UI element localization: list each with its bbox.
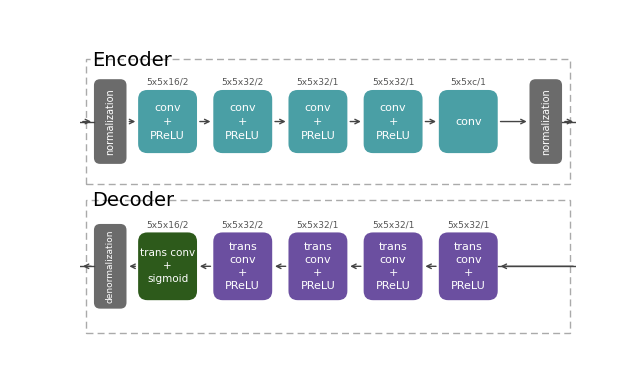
FancyBboxPatch shape — [213, 232, 272, 300]
FancyBboxPatch shape — [289, 90, 348, 153]
FancyBboxPatch shape — [364, 232, 422, 300]
Text: 5x5x32/2: 5x5x32/2 — [221, 78, 264, 87]
Text: normalization: normalization — [105, 88, 115, 155]
Text: trans
conv
+
PReLU: trans conv + PReLU — [225, 242, 260, 291]
Bar — [86, 200, 570, 333]
FancyBboxPatch shape — [138, 90, 197, 153]
Text: 5x5xc/1: 5x5xc/1 — [451, 78, 486, 87]
Text: trans conv
+
sigmoid: trans conv + sigmoid — [140, 248, 195, 285]
Text: 5x5x32/1: 5x5x32/1 — [372, 78, 414, 87]
FancyBboxPatch shape — [138, 232, 197, 300]
FancyBboxPatch shape — [94, 224, 127, 309]
Text: 5x5x32/1: 5x5x32/1 — [297, 220, 339, 229]
Text: 5x5x32/1: 5x5x32/1 — [372, 220, 414, 229]
Text: conv
+
PReLU: conv + PReLU — [376, 103, 410, 141]
Text: denormalization: denormalization — [106, 230, 115, 303]
Text: trans
conv
+
PReLU: trans conv + PReLU — [301, 242, 335, 291]
Text: 5x5x32/1: 5x5x32/1 — [447, 220, 490, 229]
FancyBboxPatch shape — [213, 90, 272, 153]
FancyBboxPatch shape — [439, 90, 498, 153]
FancyBboxPatch shape — [289, 232, 348, 300]
Text: normalization: normalization — [541, 88, 551, 155]
Text: conv
+
PReLU: conv + PReLU — [225, 103, 260, 141]
Text: 5x5x32/1: 5x5x32/1 — [297, 78, 339, 87]
Text: 5x5x16/2: 5x5x16/2 — [147, 78, 189, 87]
Text: Encoder: Encoder — [92, 51, 172, 70]
Text: 5x5x32/2: 5x5x32/2 — [221, 220, 264, 229]
Text: Decoder: Decoder — [92, 191, 175, 210]
FancyBboxPatch shape — [364, 90, 422, 153]
Text: trans
conv
+
PReLU: trans conv + PReLU — [376, 242, 410, 291]
Text: 5x5x16/2: 5x5x16/2 — [147, 220, 189, 229]
FancyBboxPatch shape — [529, 79, 562, 164]
Text: conv
+
PReLU: conv + PReLU — [150, 103, 185, 141]
FancyBboxPatch shape — [439, 232, 498, 300]
Text: trans
conv
+
PReLU: trans conv + PReLU — [451, 242, 486, 291]
FancyBboxPatch shape — [94, 79, 127, 164]
Text: conv: conv — [455, 116, 481, 127]
Bar — [86, 59, 570, 184]
Text: conv
+
PReLU: conv + PReLU — [301, 103, 335, 141]
